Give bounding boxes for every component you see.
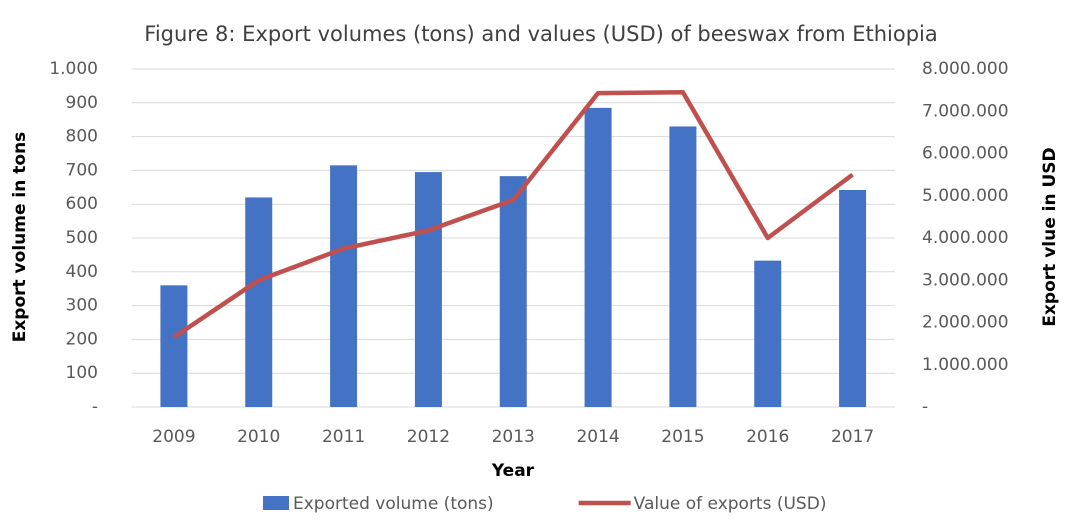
x-tick-label: 2009 <box>152 427 195 447</box>
bar <box>245 197 273 407</box>
y-tick-label: 100 <box>66 363 98 383</box>
x-tick-label: 2014 <box>576 427 619 447</box>
y2-tick-label: 6.000.000 <box>922 144 1009 164</box>
y-tick-label: 800 <box>66 127 98 147</box>
bar <box>754 260 782 407</box>
y-tick-label: 700 <box>66 160 98 180</box>
bar <box>584 107 612 408</box>
x-tick-label: 2015 <box>661 427 704 447</box>
y2-tick-label: 4.000.000 <box>922 228 1009 248</box>
bar <box>330 165 358 407</box>
y2-tick-label: 8.000.000 <box>922 59 1009 79</box>
chart-title: Figure 8: Export volumes (tons) and valu… <box>144 22 937 46</box>
y-tick-label: 300 <box>66 296 98 316</box>
y-tick-label: 400 <box>66 262 98 282</box>
x-axis-title: Year <box>491 461 535 481</box>
y2-axis-title: Export vlue in USD <box>1040 147 1060 326</box>
y2-tick-label: 7.000.000 <box>922 101 1009 121</box>
y-tick-label: 600 <box>66 194 98 214</box>
bar <box>839 190 867 407</box>
y-axis-title: Export volume in tons <box>10 132 30 343</box>
y2-tick-label: 5.000.000 <box>922 186 1009 206</box>
bar <box>669 126 697 408</box>
y-tick-label: - <box>92 397 98 417</box>
y-tick-label: 1.000 <box>49 59 98 79</box>
y-tick-label: 500 <box>66 228 98 248</box>
x-tick-label: 2010 <box>237 427 280 447</box>
x-tick-label: 2011 <box>322 427 365 447</box>
legend-label: Exported volume (tons) <box>293 494 494 514</box>
y-tick-label: 900 <box>66 93 98 113</box>
y2-tick-label: 2.000.000 <box>922 313 1009 333</box>
x-tick-label: 2017 <box>831 427 874 447</box>
x-tick-label: 2012 <box>407 427 450 447</box>
x-tick-label: 2013 <box>492 427 535 447</box>
bar <box>414 172 442 407</box>
y-tick-label: 200 <box>66 329 98 349</box>
y2-tick-label: 1.000.000 <box>922 355 1009 375</box>
legend-label: Value of exports (USD) <box>634 494 827 514</box>
line <box>172 89 854 340</box>
legend-swatch <box>263 496 289 510</box>
x-tick-label: 2016 <box>746 427 789 447</box>
bar <box>160 285 188 407</box>
y2-tick-label: - <box>922 397 928 417</box>
bar <box>499 176 527 407</box>
y2-tick-label: 3.000.000 <box>922 270 1009 290</box>
